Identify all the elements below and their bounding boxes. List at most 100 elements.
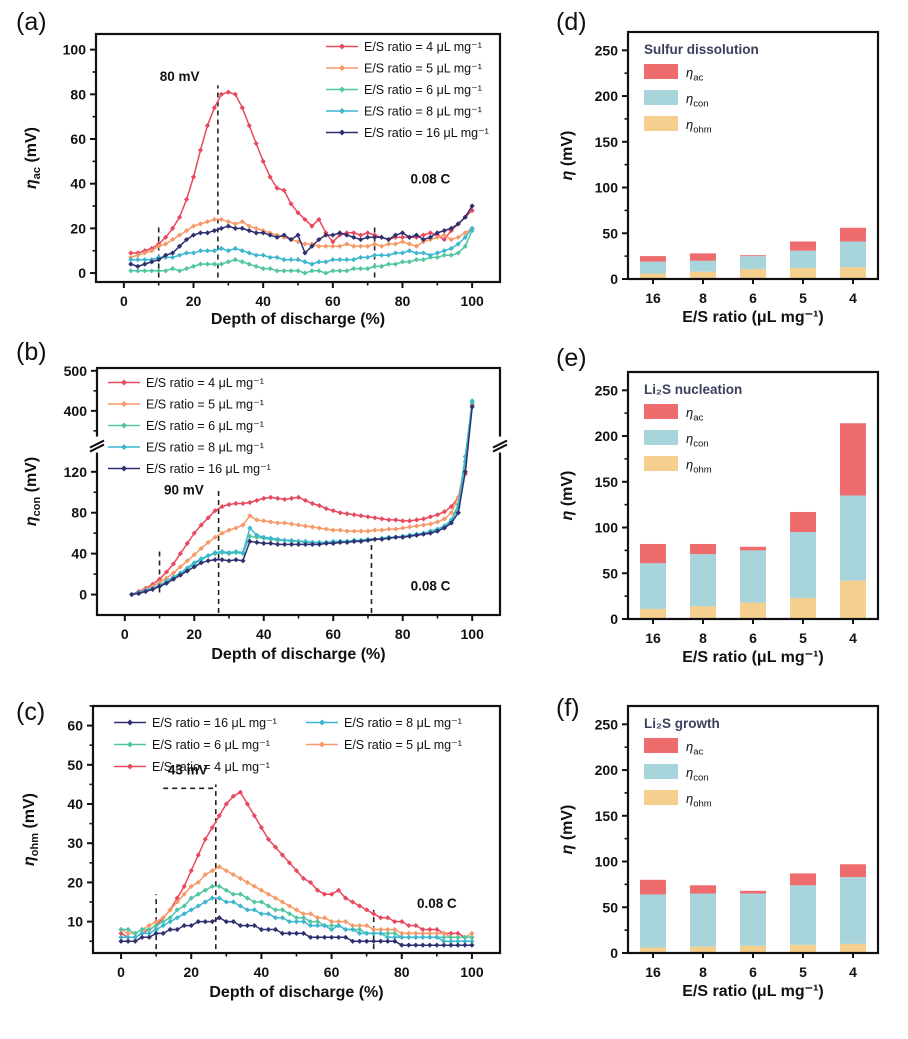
panel-label-c: (c): [16, 698, 46, 726]
svg-text:0.08 C: 0.08 C: [411, 578, 451, 593]
svg-text:50: 50: [602, 225, 618, 241]
svg-text:16: 16: [645, 630, 661, 646]
svg-text:200: 200: [595, 762, 619, 778]
svg-text:E/S ratio = 6 μL mg⁻¹: E/S ratio = 6 μL mg⁻¹: [152, 738, 270, 752]
svg-text:ηac: ηac: [686, 739, 704, 758]
svg-text:E/S ratio = 4 μL mg⁻¹: E/S ratio = 4 μL mg⁻¹: [152, 760, 270, 774]
svg-text:60: 60: [325, 293, 341, 309]
svg-text:20: 20: [67, 874, 83, 890]
svg-text:ηcon: ηcon: [686, 765, 709, 784]
svg-text:0.08 C: 0.08 C: [410, 172, 450, 187]
svg-text:E/S ratio = 4 μL mg⁻¹: E/S ratio = 4 μL mg⁻¹: [146, 376, 264, 390]
svg-text:10: 10: [67, 914, 83, 930]
svg-text:16: 16: [645, 964, 661, 980]
svg-text:20: 20: [183, 964, 199, 980]
svg-text:150: 150: [595, 474, 619, 490]
panel-label-e: (e): [556, 344, 587, 372]
svg-text:0: 0: [117, 964, 125, 980]
svg-text:100: 100: [595, 520, 619, 536]
svg-text:E/S ratio = 6 μL mg⁻¹: E/S ratio = 6 μL mg⁻¹: [364, 83, 482, 97]
svg-text:ηcon: ηcon: [686, 431, 709, 450]
svg-text:90 mV: 90 mV: [164, 482, 204, 497]
svg-text:200: 200: [595, 88, 619, 104]
svg-text:16: 16: [645, 290, 661, 306]
svg-text:Depth of discharge (%): Depth of discharge (%): [209, 984, 383, 1001]
svg-text:0: 0: [78, 265, 86, 281]
svg-text:E/S ratio (μL mg⁻¹): E/S ratio (μL mg⁻¹): [682, 649, 824, 666]
svg-text:η (mV): η (mV): [559, 471, 576, 521]
svg-text:8: 8: [699, 290, 707, 306]
svg-text:60: 60: [70, 131, 86, 147]
svg-text:8: 8: [699, 630, 707, 646]
panel-a: (a) 80 mV 0.08 C 0 20 40 60 80 100 0 20 40 60 80 100 D…: [8, 4, 545, 332]
svg-text:0: 0: [120, 293, 128, 309]
svg-text:E/S ratio = 4 μL mg⁻¹: E/S ratio = 4 μL mg⁻¹: [364, 40, 482, 54]
svg-text:6: 6: [749, 964, 757, 980]
panel-e: (e) 0 50 100 150 200 250 E/S ratio (μL mg⁻¹) η …: [548, 340, 906, 674]
chart-e-li2s-nucleation-bars: 0 50 100 150 200 250 E/S ratio (μL mg⁻¹) η (mV)…: [559, 370, 880, 666]
svg-text:40: 40: [255, 293, 271, 309]
svg-text:0: 0: [610, 945, 618, 961]
svg-text:0: 0: [610, 271, 618, 287]
svg-text:250: 250: [595, 382, 619, 398]
svg-text:100: 100: [63, 42, 87, 58]
svg-text:80: 80: [70, 86, 86, 102]
svg-text:η (mV): η (mV): [559, 805, 576, 855]
svg-text:0: 0: [79, 587, 87, 603]
svg-text:Li₂S nucleation: Li₂S nucleation: [644, 382, 742, 397]
svg-text:30: 30: [67, 835, 83, 851]
svg-text:E/S ratio = 6 μL mg⁻¹: E/S ratio = 6 μL mg⁻¹: [146, 419, 264, 433]
svg-text:5: 5: [799, 964, 807, 980]
svg-text:60: 60: [325, 626, 341, 642]
panel-b: (b) 90 mV 0.08 C 0 40 80 120 400 500 0 20 40 60 80 10…: [8, 334, 545, 666]
svg-text:6: 6: [749, 630, 757, 646]
svg-text:60: 60: [324, 964, 340, 980]
chart-a-eta-ac-line: 80 mV 0.08 C 0 20 40 60 80 100 0 20 40 60 80 100 Depth…: [23, 32, 502, 328]
svg-text:E/S ratio = 5 μL mg⁻¹: E/S ratio = 5 μL mg⁻¹: [146, 398, 264, 412]
svg-text:40: 40: [254, 964, 270, 980]
svg-text:50: 50: [602, 899, 618, 915]
svg-text:Sulfur dissolution: Sulfur dissolution: [644, 42, 759, 57]
svg-text:Depth of discharge (%): Depth of discharge (%): [211, 646, 385, 663]
chart-c-eta-ohm-line: 43 mV 0.08 C 10 20 30 40 50 60 0 20 40 60 80 100 Depth…: [21, 704, 502, 1001]
panel-label-f: (f): [556, 694, 580, 722]
svg-text:40: 40: [67, 796, 83, 812]
svg-text:80: 80: [395, 626, 411, 642]
svg-text:40: 40: [71, 546, 87, 562]
chart-b-eta-con-line: 90 mV 0.08 C 0 40 80 120 400 500 0 20 40 60 80 100 Dep…: [23, 363, 508, 663]
svg-text:43 mV: 43 mV: [168, 763, 208, 778]
svg-text:6: 6: [749, 290, 757, 306]
svg-text:20: 20: [70, 220, 86, 236]
svg-text:η (mV): η (mV): [559, 131, 576, 181]
svg-text:100: 100: [461, 626, 485, 642]
chart-f-li2s-growth-bars: 0 50 100 150 200 250 E/S ratio (μL mg⁻¹) η (mV)…: [559, 704, 880, 1000]
svg-text:20: 20: [186, 626, 202, 642]
svg-text:4: 4: [849, 964, 857, 980]
panel-f: (f) 0 50 100 150 200 250 E/S ratio (μL mg⁻¹) η …: [548, 690, 906, 1038]
svg-text:0: 0: [610, 611, 618, 627]
svg-text:40: 40: [256, 626, 272, 642]
svg-text:E/S ratio (μL mg⁻¹): E/S ratio (μL mg⁻¹): [682, 309, 824, 326]
svg-text:0.08 C: 0.08 C: [417, 896, 457, 911]
panel-c: (c) 43 mV 0.08 C 10 20 30 40 50 60 0 20 40 60 80 100 D…: [8, 694, 545, 1038]
svg-text:80: 80: [395, 293, 411, 309]
svg-text:E/S ratio = 8 μL mg⁻¹: E/S ratio = 8 μL mg⁻¹: [344, 716, 462, 730]
panel-d: (d) 0 50 100 150 200 250 E/S ratio (μL mg⁻¹) η …: [548, 4, 906, 334]
svg-text:120: 120: [64, 464, 88, 480]
svg-text:0: 0: [121, 626, 129, 642]
svg-text:150: 150: [595, 134, 619, 150]
svg-text:100: 100: [595, 180, 619, 196]
svg-text:4: 4: [849, 630, 857, 646]
svg-text:150: 150: [595, 808, 619, 824]
svg-text:50: 50: [67, 757, 83, 773]
svg-text:ηohm (mV): ηohm (mV): [21, 793, 41, 866]
panel-label-a: (a): [16, 8, 47, 36]
panel-label-d: (d): [556, 8, 587, 36]
svg-text:E/S ratio (μL mg⁻¹): E/S ratio (μL mg⁻¹): [682, 983, 824, 1000]
svg-text:Depth of discharge (%): Depth of discharge (%): [211, 311, 385, 328]
svg-text:ηcon (mV): ηcon (mV): [23, 457, 43, 526]
chart-d-sulfur-dissolution-bars: 0 50 100 150 200 250 E/S ratio (μL mg⁻¹) η (mV)…: [559, 30, 880, 326]
svg-text:E/S ratio = 16 μL mg⁻¹: E/S ratio = 16 μL mg⁻¹: [152, 716, 277, 730]
svg-text:E/S ratio = 16 μL mg⁻¹: E/S ratio = 16 μL mg⁻¹: [146, 462, 271, 476]
